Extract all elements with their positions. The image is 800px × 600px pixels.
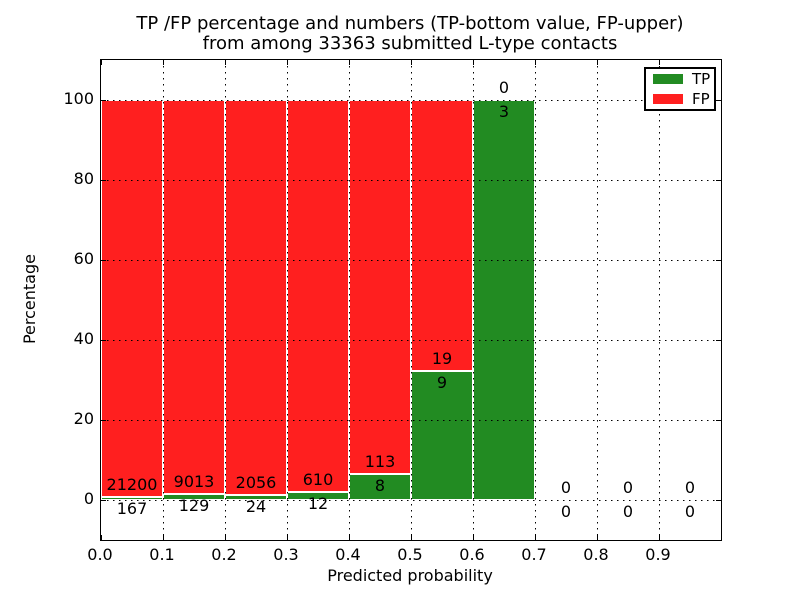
x-tick-label: 0.3	[273, 545, 299, 564]
bar-segment-fp	[287, 100, 349, 493]
tick-mark-top	[101, 60, 102, 65]
x-tick-label: 0.4	[335, 545, 361, 564]
y-tick-label: 100	[63, 89, 94, 108]
tp-legend-label: TP	[692, 70, 711, 88]
fp-count-label: 113	[364, 451, 396, 471]
fp-count-label: 2056	[235, 473, 277, 493]
fp-count-label: 19	[431, 349, 453, 369]
tick-mark-bottom	[162, 535, 164, 540]
bar-segment-tp	[473, 100, 535, 500]
tick-mark-right	[716, 419, 721, 421]
tick-mark-top	[224, 60, 226, 65]
x-axis-label: Predicted probability	[327, 566, 493, 585]
tick-mark-left	[101, 339, 106, 341]
tick-mark-bottom	[224, 535, 226, 540]
x-tick-label: 0.1	[149, 545, 175, 564]
tick-mark-bottom	[101, 535, 102, 540]
fp-count-label: 610	[302, 470, 334, 490]
x-tick-label: 0.9	[645, 545, 671, 564]
y-axis-label: Percentage	[20, 254, 39, 345]
y-tick-label: 20	[73, 409, 94, 428]
tick-mark-bottom	[286, 535, 288, 540]
bar-segment-fp	[101, 100, 163, 497]
tick-mark-left	[101, 419, 106, 421]
tick-mark-top	[162, 60, 164, 65]
fp-count-label: 9013	[173, 472, 215, 492]
tick-mark-bottom	[658, 535, 660, 540]
y-tick-label: 60	[73, 249, 94, 268]
x-tick-label: 0.0	[87, 545, 113, 564]
tick-mark-top	[658, 60, 660, 65]
tp-count-label: 0	[560, 502, 572, 521]
chart-title-line-1: TP /FP percentage and numbers (TP-bottom…	[136, 13, 684, 34]
x-tick-label: 0.5	[397, 545, 423, 564]
gridline-vertical	[658, 60, 660, 540]
tick-mark-top	[534, 60, 536, 65]
tick-mark-bottom	[410, 535, 412, 540]
plot-area: TP FP 21200 167 9013 129 2056 24 610 12 113 8 19 9 0…	[100, 59, 722, 541]
tp-count-label: 0	[622, 502, 634, 521]
fp-count-label: 0	[498, 78, 510, 97]
tick-mark-top	[596, 60, 598, 65]
tp-count-label: 3	[498, 102, 510, 121]
tp-count-label: 24	[245, 497, 267, 517]
tick-mark-bottom	[596, 535, 598, 540]
tick-mark-right	[716, 99, 721, 101]
legend-entry-tp: TP	[653, 71, 714, 87]
tick-mark-left	[101, 179, 106, 181]
tp-count-label: 0	[684, 502, 696, 521]
tick-mark-bottom	[348, 535, 350, 540]
x-tick-label: 0.7	[521, 545, 547, 564]
tp-count-label: 129	[178, 496, 210, 516]
tick-mark-top	[472, 60, 474, 65]
tp-count-label: 167	[116, 498, 148, 518]
tick-mark-top	[410, 60, 412, 65]
tick-mark-right	[716, 339, 721, 341]
fp-count-label: 0	[560, 478, 572, 497]
tp-count-label: 9	[436, 373, 448, 393]
y-tick-label: 40	[73, 329, 94, 348]
gridline-vertical	[596, 60, 598, 540]
fp-legend-label: FP	[692, 90, 710, 108]
tp-count-label: 8	[374, 475, 386, 495]
tick-mark-top	[286, 60, 288, 65]
bar-segment-fp	[163, 100, 225, 495]
tp-legend-swatch	[653, 74, 683, 84]
fp-count-label: 0	[622, 478, 634, 497]
y-tick-label: 0	[83, 489, 94, 508]
tick-mark-top	[348, 60, 350, 65]
chart-title-line-2: from among 33363 submitted L-type contac…	[202, 33, 618, 54]
tick-mark-left	[101, 259, 106, 261]
tick-mark-left	[101, 99, 106, 101]
tick-mark-right	[716, 179, 721, 181]
x-tick-label: 0.6	[459, 545, 485, 564]
y-tick-label: 80	[73, 169, 94, 188]
x-tick-label: 0.2	[211, 545, 237, 564]
legend-entry-fp: FP	[653, 91, 714, 107]
bar-segment-fp	[349, 100, 411, 474]
chart-title: TP /FP percentage and numbers (TP-bottom…	[110, 14, 710, 54]
bar-segment-fp	[225, 100, 287, 496]
x-tick-label: 0.8	[583, 545, 609, 564]
tick-mark-right	[716, 259, 721, 261]
fp-count-label: 0	[684, 478, 696, 497]
tp-count-label: 12	[307, 494, 329, 514]
legend: TP FP	[644, 67, 716, 111]
fp-count-label: 21200	[106, 474, 158, 494]
tick-mark-right	[716, 499, 721, 501]
bar-segment-fp	[411, 100, 473, 372]
fp-legend-swatch	[653, 94, 683, 104]
tick-mark-bottom	[534, 535, 536, 540]
tick-mark-bottom	[472, 535, 474, 540]
